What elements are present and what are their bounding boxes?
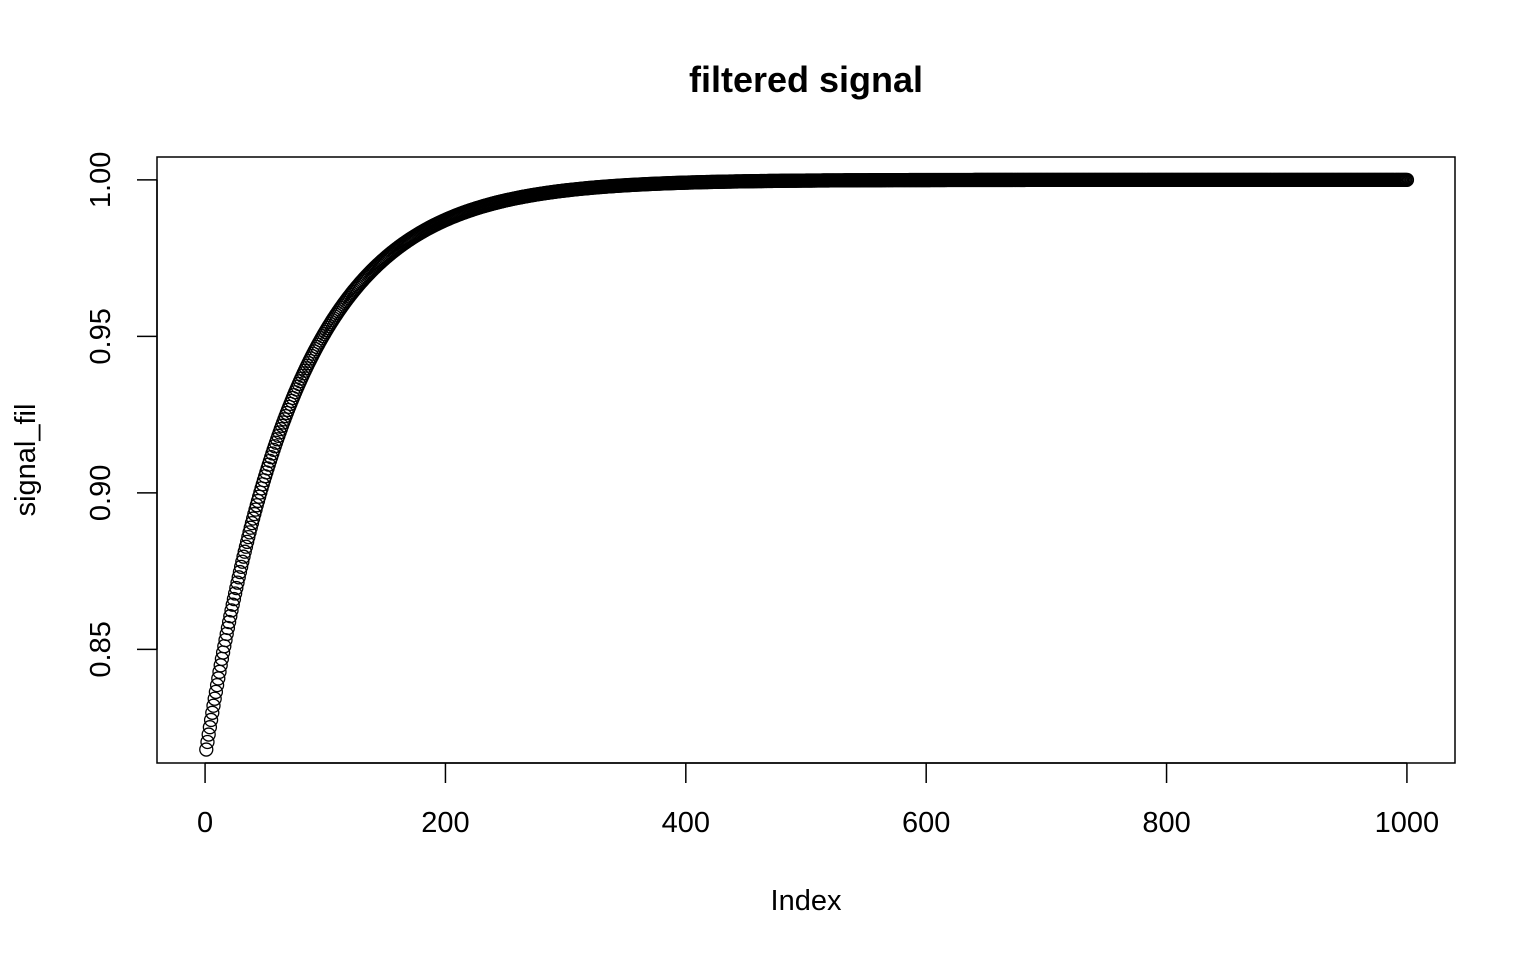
- data-point: [221, 614, 237, 630]
- data-point: [236, 549, 251, 564]
- data-point: [209, 677, 225, 693]
- data-point: [249, 498, 264, 513]
- data-point: [199, 742, 214, 757]
- x-tick-label: 400: [662, 807, 710, 839]
- y-tick-label: 0.85: [85, 621, 117, 677]
- data-point: [203, 712, 219, 728]
- y-tick-label: 0.90: [85, 465, 117, 521]
- x-tick-label: 800: [1142, 807, 1190, 839]
- data-point: [224, 603, 239, 618]
- data-point: [245, 511, 261, 526]
- data-point: [205, 705, 220, 720]
- x-tick-label: 600: [902, 807, 950, 839]
- x-axis: 0 200 400 600 800 1000: [197, 762, 1440, 839]
- chart-title: filtered signal: [689, 59, 923, 100]
- data-point: [207, 691, 222, 706]
- x-axis-label: Index: [771, 885, 842, 917]
- data-point: [1399, 172, 1415, 188]
- data-point: [220, 620, 236, 636]
- data-point: [232, 564, 248, 580]
- data-point: [242, 525, 257, 540]
- plot-frame: [156, 156, 1456, 764]
- data-point: [202, 720, 218, 735]
- data-point: [238, 539, 254, 554]
- data-point: [235, 554, 250, 569]
- y-axis-label: signal_fil: [10, 404, 42, 517]
- x-tick-label: 1000: [1375, 807, 1440, 839]
- x-tick-label: 200: [421, 807, 469, 839]
- data-point: [226, 591, 242, 607]
- data-point: [233, 559, 249, 574]
- y-axis: 0.85 0.90 0.95 1.00: [85, 152, 158, 678]
- data-point: [241, 529, 256, 545]
- data-point: [250, 493, 266, 509]
- data-points: [199, 172, 1415, 757]
- y-tick-label: 1.00: [85, 152, 117, 208]
- data-point: [225, 597, 240, 612]
- data-point: [201, 727, 216, 742]
- data-point: [231, 570, 246, 585]
- data-point: [237, 544, 252, 559]
- data-point: [248, 502, 263, 517]
- data-point: [223, 609, 238, 624]
- data-point: [230, 575, 245, 590]
- data-point: [208, 684, 224, 700]
- data-point: [247, 506, 262, 522]
- data-point: [244, 515, 260, 531]
- y-tick-label: 0.95: [85, 308, 117, 364]
- data-point: [206, 698, 221, 713]
- data-point: [227, 586, 243, 601]
- data-point: [243, 520, 258, 535]
- x-tick-label: 0: [197, 807, 213, 839]
- data-point: [229, 580, 244, 596]
- data-point: [200, 734, 215, 750]
